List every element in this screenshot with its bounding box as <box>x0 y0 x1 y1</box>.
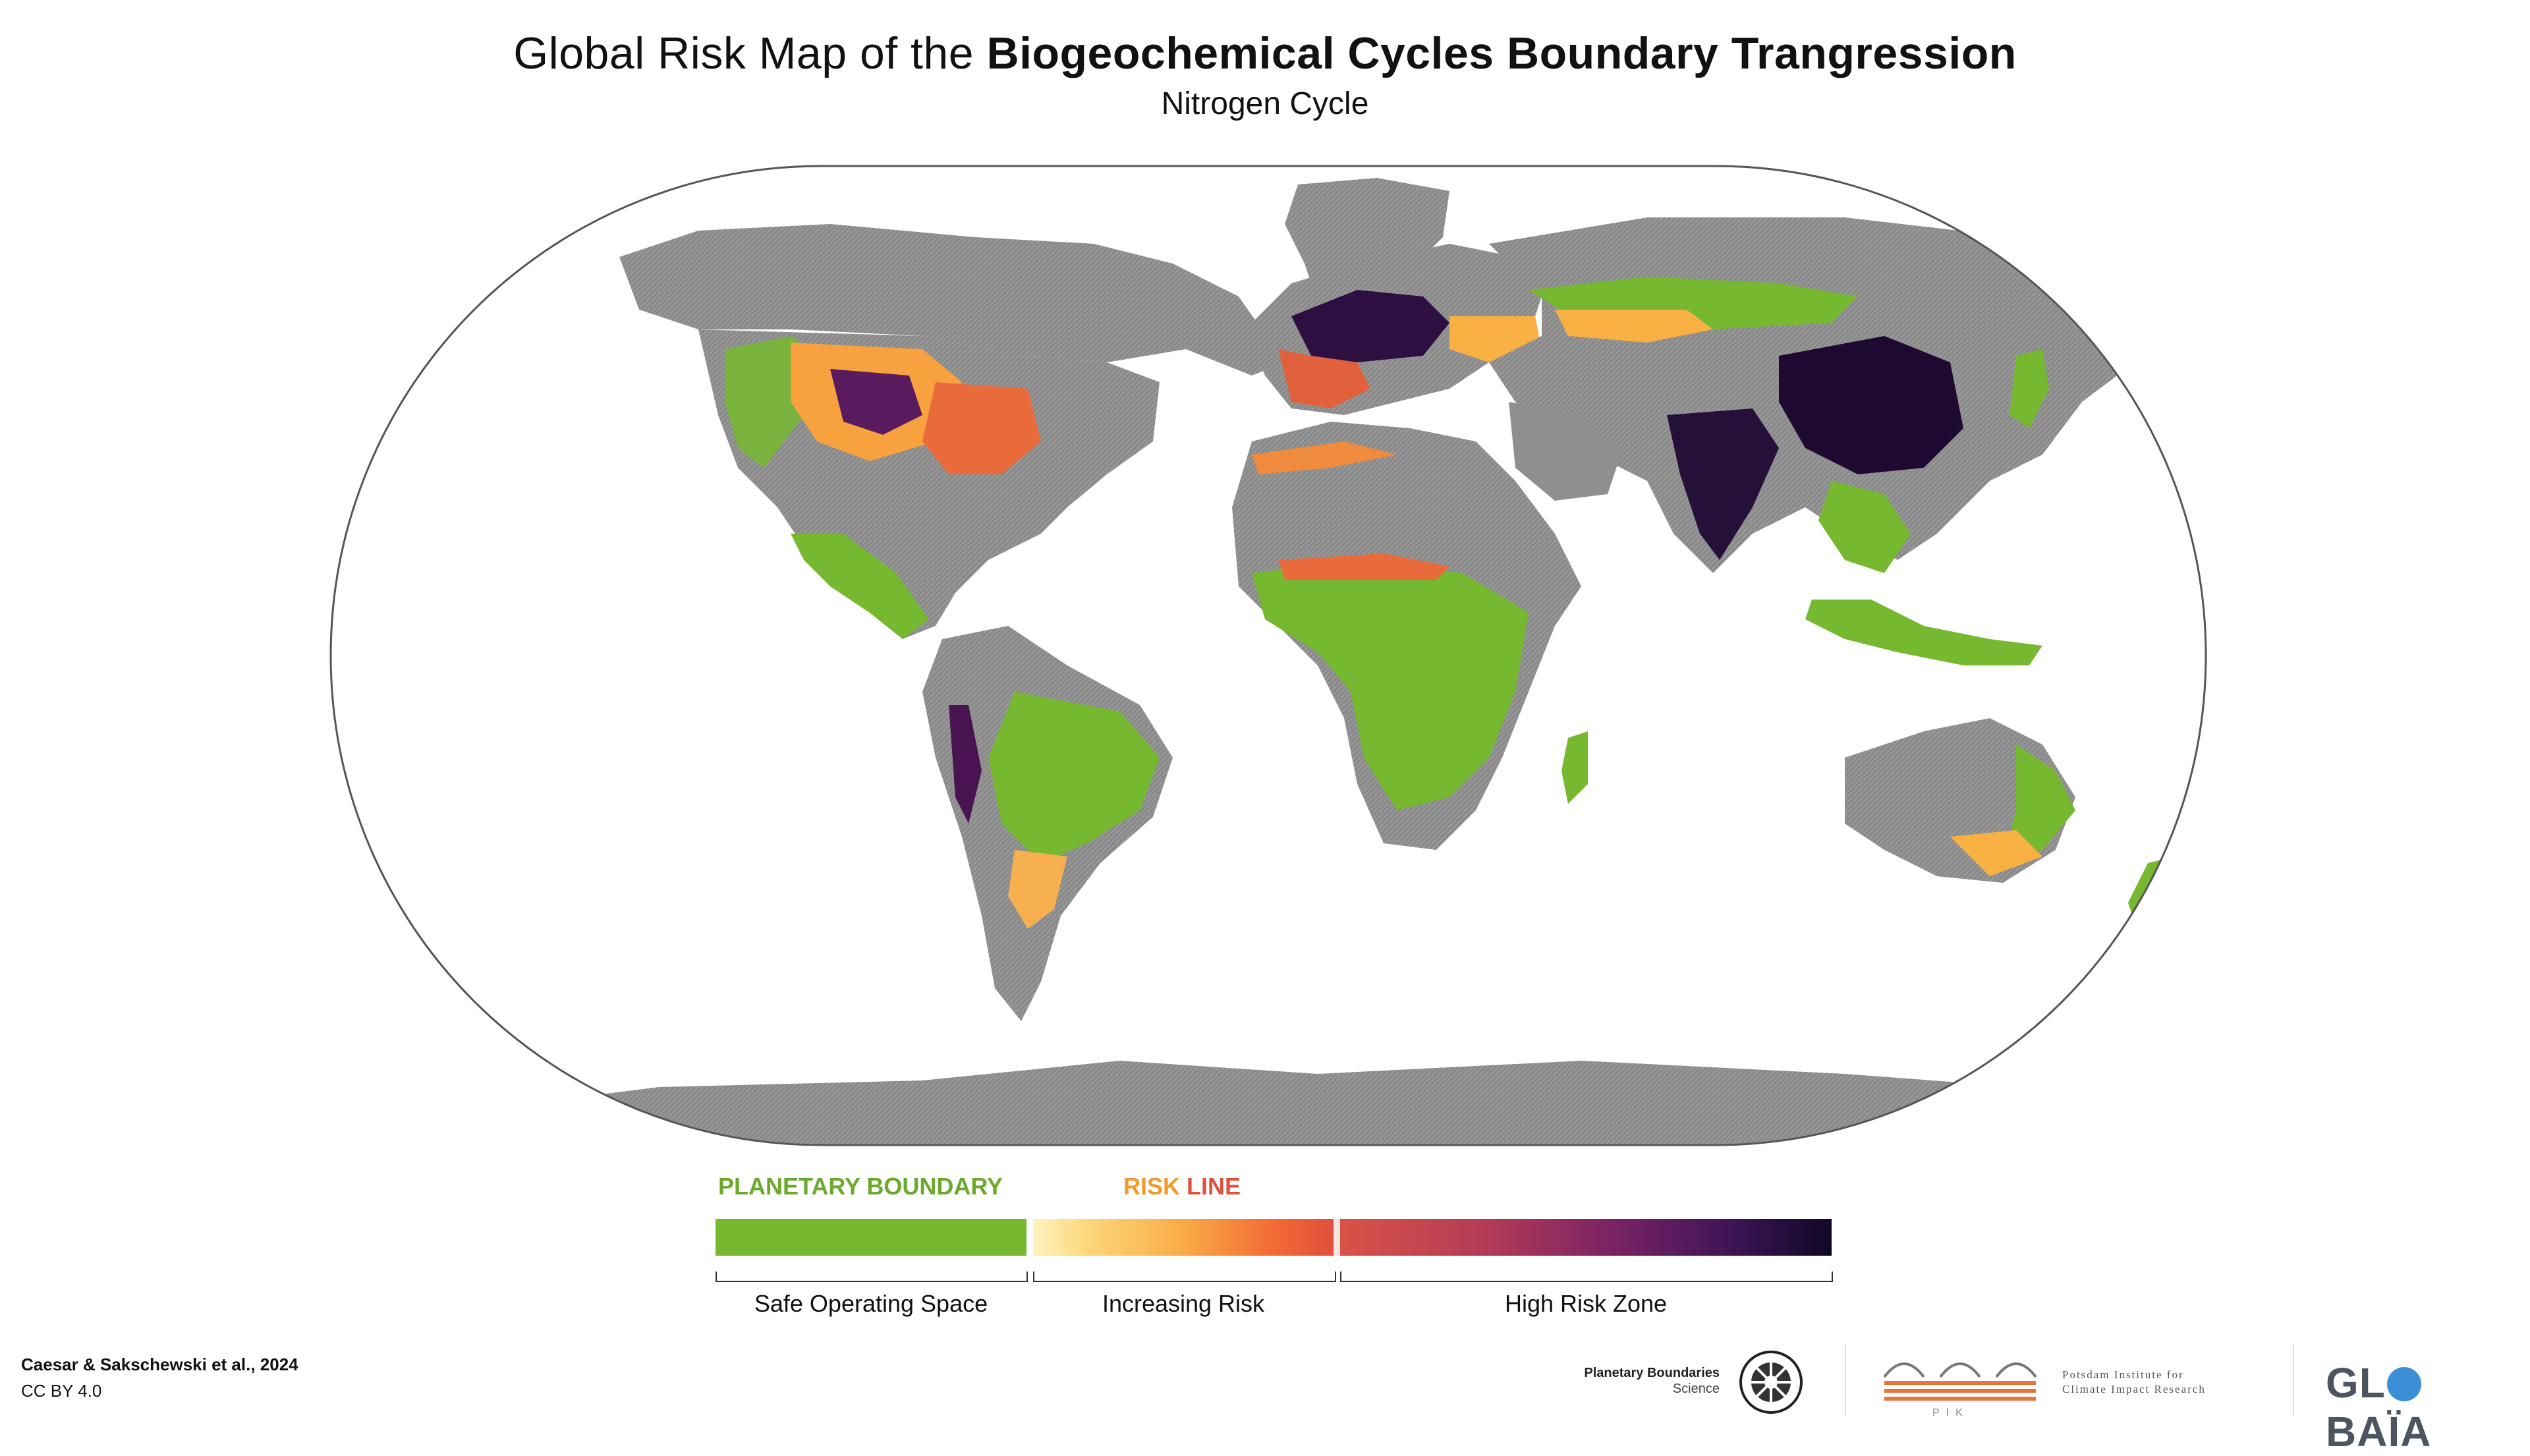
pik-logo-text: Potsdam Institute for Climate Impact Res… <box>2062 1368 2206 1397</box>
pbs-line2: Science <box>1672 1382 1720 1396</box>
legend-safe-label: Safe Operating Space <box>754 1290 988 1317</box>
logo-separator-1 <box>1845 1344 1846 1416</box>
map-outline <box>329 165 2207 1146</box>
legend-bracket-safe <box>716 1272 1028 1282</box>
mexico-safe-region <box>791 534 929 639</box>
legend-bracket-high <box>1340 1272 1833 1282</box>
india-high-risk-region <box>1667 408 1779 560</box>
usa-east-risk-region <box>922 382 1041 474</box>
world-risk-map <box>329 165 2207 1146</box>
antarctica-landmass <box>331 1061 2206 1145</box>
globaia-logo: GLBAÏA <box>2326 1358 2517 1456</box>
globaia-post: BAÏA <box>2326 1408 2432 1455</box>
pik-logo-icon <box>1883 1362 2037 1401</box>
sahel-risk-region <box>1278 553 1449 580</box>
africa-safe-region <box>1252 560 1529 810</box>
pbs-logo-text: Planetary Boundaries Science <box>1575 1365 1720 1397</box>
title-prefix: Global Risk Map of the <box>513 28 987 78</box>
china-high-risk-region <box>1779 336 1963 474</box>
page-title: Global Risk Map of the Biogeochemical Cy… <box>0 28 2530 79</box>
andes-high-risk-region <box>949 705 982 824</box>
legend-risk-line-marker <box>1334 1219 1340 1256</box>
brazil-safe-region <box>988 692 1160 863</box>
pik-line2: Climate Impact Research <box>2062 1383 2206 1395</box>
pik-line1: Potsdam Institute for <box>2062 1368 2184 1381</box>
north-africa-risk-region <box>1252 441 1397 474</box>
legend-safe-swatch <box>716 1219 1026 1256</box>
indonesia-landmass <box>1805 600 2042 665</box>
title-bold: Biogeochemical Cycles Boundary Trangress… <box>986 28 2017 78</box>
europe-high-risk-region <box>1291 290 1449 362</box>
middle-east-landmass-detail <box>1509 402 1621 501</box>
legend-increasing-label: Increasing Risk <box>1102 1290 1265 1317</box>
europe-risk-region <box>1278 349 1370 408</box>
page-subtitle: Nitrogen Cycle <box>1161 86 1369 121</box>
australia-se-risk-region <box>1950 830 2042 876</box>
legend-high-label: High Risk Zone <box>1504 1290 1668 1317</box>
legend-high-risk-swatch <box>1340 1219 1832 1256</box>
logo-separator-2 <box>2293 1344 2294 1416</box>
kazakhstan-risk-region <box>1555 310 1713 343</box>
license-text: CC BY 4.0 <box>21 1381 102 1401</box>
new-zealand-landmass <box>2128 856 2174 922</box>
globaia-pre: GL <box>2326 1359 2386 1407</box>
usa-high-risk-region <box>830 369 922 435</box>
pik-abbr: PIK <box>1932 1407 1969 1418</box>
footer-logos: Planetary Boundaries Science PIK Potsdam… <box>1568 1344 2517 1455</box>
citation-text: Caesar & Sakschewski et al., 2024 <box>21 1355 298 1374</box>
argentina-risk-region <box>1008 850 1067 929</box>
legend: PLANETARY BOUNDARY RISK LINE Safe Operat… <box>705 1173 1833 1331</box>
legend-risk-word: RISK <box>1123 1173 1181 1200</box>
legend-risk-line-label: RISK LINE <box>1123 1173 1241 1200</box>
globaia-globe-icon <box>2386 1367 2421 1401</box>
legend-bracket-increasing <box>1033 1272 1336 1282</box>
japan-landmass <box>2010 349 2049 428</box>
legend-planetary-boundary-label: PLANETARY BOUNDARY <box>718 1173 1003 1200</box>
southeast-asia-safe-region <box>1818 481 1911 573</box>
legend-increasing-risk-swatch <box>1033 1219 1334 1256</box>
pbs-line1: Planetary Boundaries <box>1584 1366 1720 1380</box>
legend-line-word: LINE <box>1187 1173 1241 1200</box>
madagascar-landmass <box>1561 731 1588 804</box>
planetary-boundaries-logo-icon <box>1739 1351 1803 1414</box>
north-america-north-landmass <box>619 224 1285 376</box>
australia-east-safe-region <box>2003 744 2075 863</box>
map-landmasses <box>331 178 2206 1145</box>
